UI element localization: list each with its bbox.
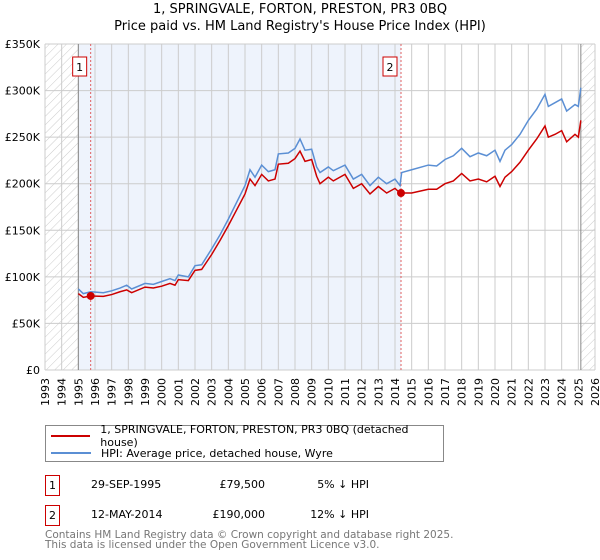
x-tick-label: 2010 — [322, 378, 335, 406]
x-tick-label: 1998 — [122, 378, 135, 406]
legend-red-line — [51, 435, 91, 437]
x-tick-label: 2025 — [572, 378, 585, 406]
legend: 1, SPRINGVALE, FORTON, PRESTON, PR3 0BQ … — [45, 423, 444, 462]
x-tick-label: 2007 — [272, 378, 285, 406]
x-tick-label: 2002 — [189, 378, 202, 406]
sale-badge: 2 — [45, 505, 60, 526]
x-tick-label: 1996 — [89, 378, 102, 406]
sale-point — [86, 291, 95, 300]
x-tick-label: 2020 — [489, 378, 502, 406]
x-tick-label: 2023 — [539, 378, 552, 406]
x-tick-label: 2015 — [406, 378, 419, 406]
x-tick-label: 2000 — [156, 378, 169, 406]
price-chart: 1993 1994 1995 1996 1997 1998 1999 2000 2001 2002… — [5, 38, 600, 406]
x-tick-label: 1995 — [72, 378, 85, 406]
x-tick-label: 1999 — [139, 378, 152, 406]
x-tick-label: 2001 — [172, 378, 185, 406]
y-tick-label: £0 — [26, 364, 40, 377]
chart-subtitle: Price paid vs. HM Land Registry's House … — [114, 19, 486, 34]
y-tick-label: £300K — [5, 85, 41, 98]
x-tick-label: 2004 — [222, 378, 235, 406]
x-tick-label: 2003 — [206, 378, 219, 406]
price-paid-line — [77, 120, 582, 299]
x-tick-label: 2021 — [506, 378, 519, 406]
footer-line: This data is licensed under the Open Gov… — [45, 539, 380, 551]
x-tick-label: 2019 — [472, 378, 485, 406]
hpi-line — [77, 87, 582, 295]
x-tick-label: 2018 — [456, 378, 469, 406]
footer: Contains HM Land Registry data © Crown c… — [45, 529, 454, 551]
x-tick-label: 2016 — [422, 378, 435, 406]
x-tick-label: 1994 — [56, 378, 69, 406]
y-tick-label: £100K — [5, 271, 41, 284]
x-tick-label: 2013 — [372, 378, 385, 406]
x-tick-label: 2012 — [356, 378, 369, 406]
sale-point — [397, 189, 405, 198]
sale-label-box — [72, 56, 88, 77]
legend-blue-line — [51, 452, 91, 454]
sale-label-box — [382, 56, 398, 77]
x-tick-label: 2009 — [306, 378, 319, 406]
sale-hpi-diff: 12% ↓ HPI — [310, 508, 369, 521]
legend-property: 1, SPRINGVALE, FORTON, PRESTON, PR3 0BQ … — [100, 423, 409, 449]
sale-label: 1 — [76, 61, 83, 74]
x-tick-label: 2017 — [439, 378, 452, 406]
x-tick-label: 2011 — [339, 378, 352, 406]
legend-hpi: HPI: Average price, detached house, Wyre — [101, 446, 333, 460]
x-tick-label: 2024 — [556, 378, 569, 406]
shaded-ownership-region — [78, 44, 401, 370]
x-tick-label: 2008 — [289, 378, 302, 406]
y-tick-label: £50K — [12, 317, 41, 330]
chart-title: 1, SPRINGVALE, FORTON, PRESTON, PR3 0BQ — [152, 2, 448, 17]
footer-line: Contains HM Land Registry data © Crown c… — [45, 529, 454, 541]
y-tick-label: £250K — [5, 131, 41, 144]
sale-date: 12-MAY-2014 — [91, 508, 163, 521]
x-tick-label: 1997 — [106, 378, 119, 406]
x-tick-label: 2006 — [256, 378, 269, 406]
sale-label: 2 — [387, 61, 394, 74]
sale-badge: 1 — [45, 475, 60, 496]
x-tick-label: 2014 — [389, 378, 402, 406]
sale-price: £79,500 — [219, 478, 266, 491]
y-tick-label: £200K — [5, 178, 41, 191]
sale-row: 2 12-MAY-2014 £190,000 12% ↓ HPI — [45, 505, 445, 526]
sale-price: £190,000 — [212, 508, 266, 521]
y-tick-label: £350K — [5, 38, 41, 51]
x-tick-label: 2005 — [239, 378, 252, 406]
sale-hpi-diff: 5% ↓ HPI — [317, 478, 369, 491]
x-tick-label: 2026 — [589, 378, 600, 406]
x-tick-label: 2022 — [522, 378, 535, 406]
y-tick-label: £150K — [5, 224, 41, 237]
x-tick-label: 1993 — [39, 378, 52, 406]
sale-date: 29-SEP-1995 — [91, 478, 162, 491]
hatch-after-data — [580, 44, 595, 370]
sale-row: 1 29-SEP-1995 £79,500 5% ↓ HPI — [45, 475, 445, 496]
